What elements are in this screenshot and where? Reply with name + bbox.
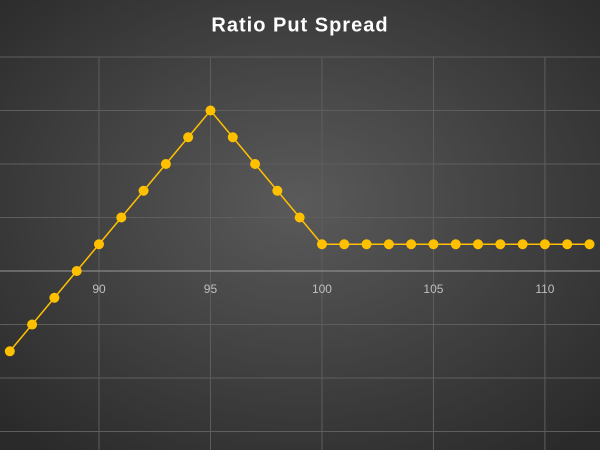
point (227, 132, 238, 143)
point (584, 239, 595, 250)
point (294, 212, 305, 223)
point (250, 159, 261, 170)
point (272, 185, 283, 196)
point (27, 319, 38, 330)
point (406, 239, 417, 250)
point (428, 239, 439, 250)
point (4, 346, 15, 357)
point (517, 239, 528, 250)
point (138, 185, 149, 196)
x-tick-label: 110 (535, 282, 554, 296)
point (473, 239, 484, 250)
point (562, 239, 573, 250)
point (361, 239, 372, 250)
x-tick-label: 90 (92, 282, 106, 296)
point (450, 239, 461, 250)
point (116, 212, 127, 223)
point (495, 239, 506, 250)
x-tick-label: 95 (204, 282, 218, 296)
point (205, 105, 216, 116)
point (316, 239, 327, 250)
x-tick-label: 100 (312, 282, 332, 296)
point (49, 292, 60, 303)
point (160, 159, 171, 170)
point (383, 239, 394, 250)
x-tick-label: 105 (423, 282, 443, 296)
point (183, 132, 194, 143)
point (339, 239, 350, 250)
point (71, 266, 82, 277)
point (93, 239, 104, 250)
chart-title: Ratio Put Spread (211, 14, 388, 36)
point (539, 239, 550, 250)
